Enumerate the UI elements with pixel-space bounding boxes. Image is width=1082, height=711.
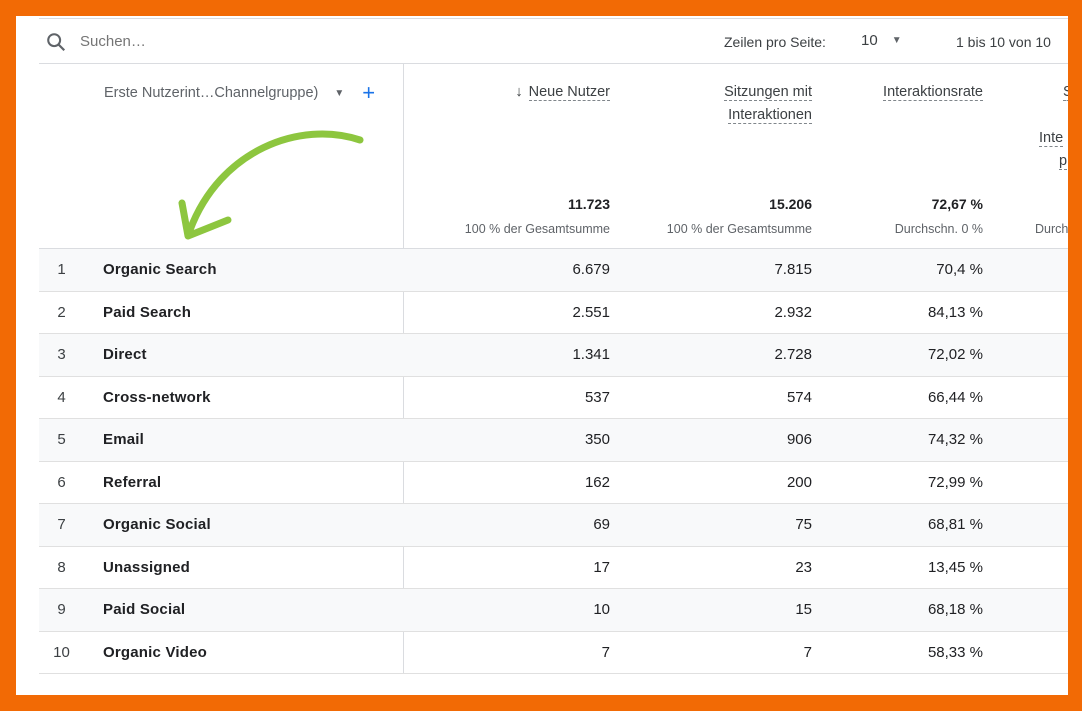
table-row[interactable]: 1 Organic Search 6.679 7.815 70,4 %	[39, 249, 1068, 292]
engaged-sessions-value: 906	[786, 431, 812, 448]
total-clipped-sub: Durch	[1035, 222, 1068, 236]
rows-per-page-value: 10	[861, 32, 878, 49]
arrow-down-icon: ↓	[515, 84, 523, 100]
new-users-value: 7	[601, 643, 610, 661]
channel-name: Organic Search	[103, 261, 217, 278]
channel-name: Email	[103, 431, 145, 448]
total-new-users: 11.723	[567, 196, 610, 212]
data-table: Erste Nutzerint…Channelgruppe) ▼ + ↓ Neue…	[39, 64, 1068, 674]
divider	[39, 18, 1068, 19]
total-engaged-sessions-sub: 100 % der Gesamtsumme	[666, 222, 812, 236]
total-engagement-rate-sub: Durchschn. 0 %	[894, 222, 983, 236]
new-users-value: 69	[593, 516, 610, 533]
row-index: 2	[57, 303, 66, 321]
column-header-new-users[interactable]: ↓ Neue Nutzer	[515, 84, 610, 101]
engagement-rate-value: 68,81 %	[927, 516, 983, 533]
row-index: 6	[57, 473, 66, 491]
channel-name: Organic Video	[103, 643, 208, 661]
engagement-rate-value: 68,18 %	[927, 601, 983, 618]
engaged-sessions-value: 574	[786, 388, 812, 406]
engaged-sessions-value: 75	[795, 516, 812, 533]
channel-name: Paid Social	[103, 601, 186, 618]
new-users-value: 2.551	[572, 303, 610, 321]
row-index: 1	[57, 261, 66, 278]
engagement-rate-value: 13,45 %	[927, 558, 983, 576]
table-row[interactable]: 7 Organic Social 69 75 68,81 %	[39, 504, 1068, 547]
add-dimension-button[interactable]: +	[362, 80, 376, 105]
new-users-value: 6.679	[572, 261, 610, 278]
column-header-engaged-sessions[interactable]: Sitzungen mit Interaktionen	[724, 84, 812, 124]
total-new-users-sub: 100 % der Gesamtsumme	[464, 222, 610, 236]
table-row[interactable]: 6 Referral 162 200 72,99 %	[39, 462, 1068, 504]
search-input[interactable]	[80, 33, 280, 50]
row-index: 8	[57, 558, 66, 576]
engaged-sessions-value: 7.815	[774, 261, 812, 278]
new-users-value: 10	[593, 601, 610, 618]
search-icon[interactable]	[45, 31, 67, 53]
row-index: 3	[57, 346, 66, 363]
table-toolbar: Zeilen pro Seite: 10 ▼ 1 bis 10 von 10	[39, 19, 1068, 64]
channel-name: Paid Search	[103, 303, 192, 321]
row-index: 4	[57, 388, 66, 406]
new-users-value: 17	[593, 558, 610, 576]
channel-name: Referral	[103, 473, 162, 491]
row-index: 10	[53, 643, 70, 661]
dimension-header[interactable]: Erste Nutzerint…Channelgruppe) ▼ +	[104, 80, 376, 105]
engaged-sessions-value: 2.728	[774, 346, 812, 363]
engagement-rate-value: 74,32 %	[927, 431, 983, 448]
table-row[interactable]: 3 Direct 1.341 2.728 72,02 %	[39, 334, 1068, 377]
new-users-value: 537	[584, 388, 610, 406]
engagement-rate-value: 66,44 %	[927, 388, 983, 406]
channel-name: Direct	[103, 346, 147, 363]
table-row[interactable]: 9 Paid Social 10 15 68,18 %	[39, 589, 1068, 632]
report-card: Zeilen pro Seite: 10 ▼ 1 bis 10 von 10 E…	[16, 16, 1068, 695]
engaged-sessions-value: 23	[795, 558, 812, 576]
pagination-range: 1 bis 10 von 10	[956, 34, 1051, 50]
dropdown-icon[interactable]: ▼	[334, 87, 345, 99]
channel-name: Cross-network	[103, 388, 211, 406]
new-users-value: 350	[584, 431, 610, 448]
row-index: 7	[57, 516, 66, 533]
dimension-label: Erste Nutzerint…Channelgruppe)	[104, 85, 319, 101]
total-engagement-rate: 72,67 %	[931, 196, 983, 212]
new-users-value: 162	[584, 473, 610, 491]
channel-name: Unassigned	[103, 558, 191, 576]
engaged-sessions-value: 200	[786, 473, 812, 491]
column-header-engagement-rate[interactable]: Interaktionsrate	[883, 84, 983, 101]
engaged-sessions-value: 7	[803, 643, 812, 661]
channel-name: Organic Social	[103, 516, 211, 533]
table-row[interactable]: 10 Organic Video 7 7 58,33 %	[39, 632, 1068, 674]
engagement-rate-value: 70,4 %	[936, 261, 983, 278]
table-row[interactable]: 5 Email 350 906 74,32 %	[39, 419, 1068, 462]
engaged-sessions-value: 15	[795, 601, 812, 618]
table-row[interactable]: 8 Unassigned 17 23 13,45 %	[39, 547, 1068, 589]
table-row[interactable]: 4 Cross-network 537 574 66,44 %	[39, 377, 1068, 419]
engagement-rate-value: 72,99 %	[927, 473, 983, 491]
engagement-rate-value: 84,13 %	[927, 303, 983, 321]
table-header: Erste Nutzerint…Channelgruppe) ▼ + ↓ Neue…	[39, 64, 1068, 249]
rows-per-page-label: Zeilen pro Seite:	[724, 34, 826, 50]
rows-per-page-select[interactable]: 10 ▼	[861, 32, 902, 49]
total-engaged-sessions: 15.206	[769, 196, 812, 212]
engagement-rate-value: 58,33 %	[927, 643, 983, 661]
table-row[interactable]: 2 Paid Search 2.551 2.932 84,13 %	[39, 292, 1068, 334]
engagement-rate-value: 72,02 %	[927, 346, 983, 363]
row-index: 5	[57, 431, 66, 448]
engaged-sessions-value: 2.932	[774, 303, 812, 321]
new-users-value: 1.341	[572, 346, 610, 363]
column-header-clipped[interactable]: S Inte p	[1039, 81, 1068, 173]
chevron-down-icon: ▼	[891, 35, 902, 46]
row-index: 9	[57, 601, 66, 618]
